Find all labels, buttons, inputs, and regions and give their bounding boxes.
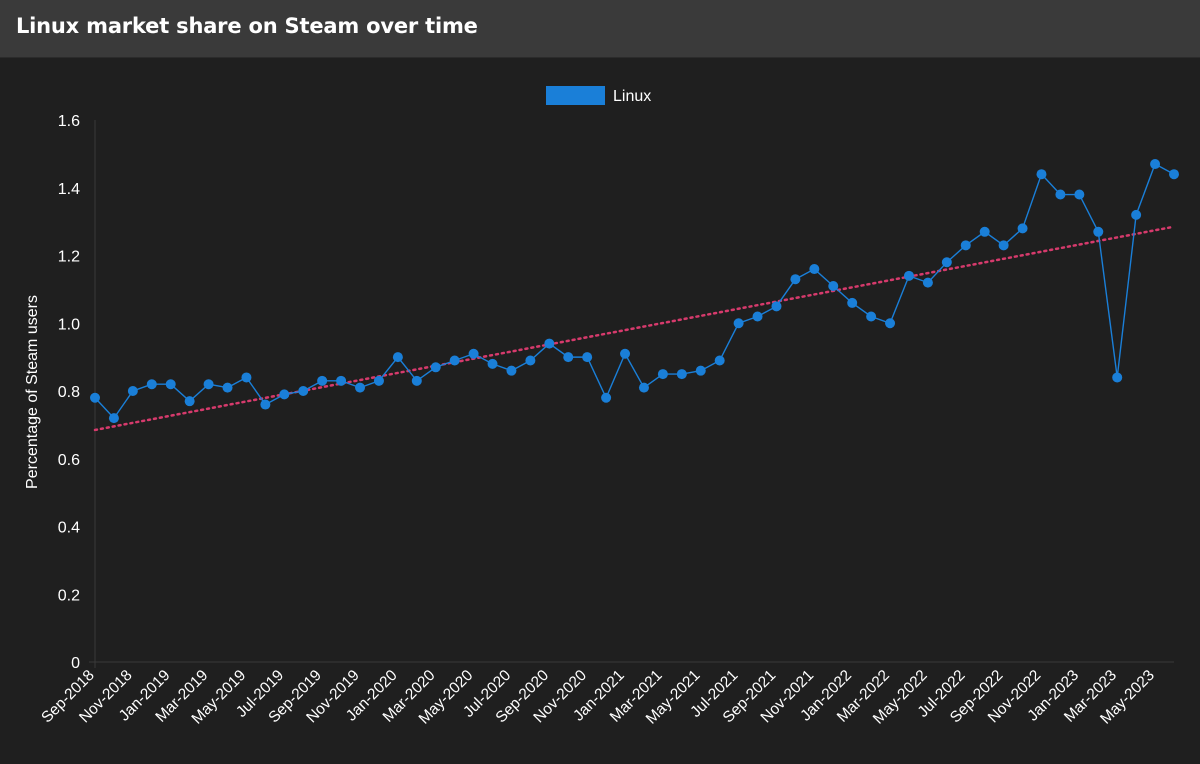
trend-line [93, 225, 1176, 432]
data-point[interactable] [1112, 372, 1123, 383]
data-point[interactable] [714, 355, 725, 366]
series-points-linux [90, 159, 1179, 424]
data-point[interactable] [866, 311, 877, 322]
data-point[interactable] [279, 389, 290, 400]
data-point[interactable] [411, 375, 422, 386]
data-point[interactable] [1055, 189, 1066, 200]
data-point[interactable] [657, 369, 668, 380]
data-point[interactable] [298, 386, 309, 396]
data-point[interactable] [752, 311, 763, 322]
line-chart: Linux Percentage of Steam users 00.20.40… [24, 86, 1179, 728]
data-point[interactable] [203, 379, 214, 390]
data-point[interactable] [241, 372, 252, 383]
data-point[interactable] [771, 301, 782, 312]
data-point[interactable] [998, 240, 1009, 251]
data-point[interactable] [790, 274, 801, 285]
data-point[interactable] [922, 277, 933, 288]
data-point[interactable] [941, 257, 952, 268]
data-point[interactable] [468, 348, 479, 359]
data-point[interactable] [809, 264, 820, 275]
data-point[interactable] [903, 270, 914, 281]
x-axis-ticks: Sep-2018Nov-2018Jan-2019Mar-2019May-2019… [38, 667, 1158, 728]
y-tick-label: 0.6 [58, 452, 80, 469]
y-tick-label: 0.2 [58, 587, 80, 604]
data-point[interactable] [1131, 209, 1142, 220]
data-point[interactable] [525, 355, 536, 366]
data-point[interactable] [487, 358, 498, 369]
data-point[interactable] [90, 392, 100, 403]
data-point[interactable] [317, 375, 328, 386]
data-point[interactable] [1017, 223, 1028, 234]
data-point[interactable] [620, 348, 631, 359]
data-point[interactable] [430, 362, 441, 373]
y-tick-label: 1.2 [58, 249, 80, 266]
data-point[interactable] [1093, 226, 1104, 237]
data-point[interactable] [1169, 169, 1179, 180]
data-point[interactable] [108, 413, 119, 424]
y-tick-label: 1.6 [58, 113, 80, 130]
page-title: Linux market share on Steam over time [16, 14, 478, 38]
data-point[interactable] [260, 399, 271, 410]
y-tick-label: 1.4 [58, 181, 80, 198]
chart-header: Linux market share on Steam over time [0, 0, 1200, 58]
data-point[interactable] [1036, 169, 1047, 180]
series-line-linux [94, 163, 1175, 420]
y-tick-label: 0.8 [58, 384, 80, 401]
data-point[interactable] [336, 375, 347, 386]
data-point[interactable] [146, 379, 157, 390]
data-point[interactable] [1074, 189, 1085, 200]
y-tick-label: 1.0 [58, 316, 80, 333]
data-point[interactable] [885, 318, 896, 329]
data-point[interactable] [563, 352, 574, 363]
legend[interactable]: Linux [546, 86, 651, 105]
legend-swatch-linux [546, 86, 605, 105]
data-point[interactable] [506, 365, 517, 376]
data-point[interactable] [544, 338, 555, 349]
data-point[interactable] [373, 375, 384, 386]
data-point[interactable] [355, 382, 366, 393]
data-point[interactable] [695, 365, 706, 376]
y-tick-label: 0.4 [58, 520, 80, 537]
data-point[interactable] [582, 352, 593, 363]
y-axis-label: Percentage of Steam users [24, 295, 41, 489]
data-point[interactable] [676, 369, 687, 380]
data-point[interactable] [960, 240, 971, 251]
data-point[interactable] [222, 382, 233, 393]
data-point[interactable] [1150, 159, 1161, 170]
legend-label-linux: Linux [613, 88, 651, 105]
data-point[interactable] [601, 392, 612, 403]
data-point[interactable] [165, 379, 176, 390]
axes [89, 120, 1174, 668]
data-point[interactable] [979, 226, 990, 237]
data-point[interactable] [127, 386, 138, 396]
data-point[interactable] [449, 355, 460, 366]
y-tick-label: 0 [71, 655, 80, 672]
data-point[interactable] [828, 280, 839, 291]
data-point[interactable] [733, 318, 744, 329]
data-point[interactable] [184, 396, 195, 407]
data-point[interactable] [392, 352, 403, 363]
y-axis-ticks: 0 0.2 0.4 0.6 0.8 1.0 1.2 1.4 1.6 [58, 113, 80, 672]
data-point[interactable] [638, 382, 649, 393]
data-point[interactable] [847, 297, 858, 308]
